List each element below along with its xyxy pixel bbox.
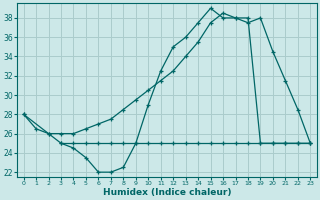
X-axis label: Humidex (Indice chaleur): Humidex (Indice chaleur) bbox=[103, 188, 231, 197]
